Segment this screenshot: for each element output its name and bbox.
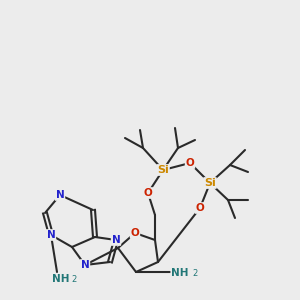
- Text: NH: NH: [171, 268, 189, 278]
- Text: 2: 2: [71, 275, 76, 284]
- Text: N: N: [112, 235, 120, 245]
- Text: N: N: [81, 260, 89, 270]
- Text: Si: Si: [204, 178, 216, 188]
- Text: O: O: [144, 188, 152, 198]
- Text: O: O: [196, 203, 204, 213]
- Text: O: O: [186, 158, 194, 168]
- Text: NH: NH: [52, 274, 70, 284]
- Text: N: N: [46, 230, 56, 240]
- Text: 2: 2: [192, 269, 197, 278]
- Text: N: N: [56, 190, 64, 200]
- Text: O: O: [130, 228, 140, 238]
- Text: Si: Si: [157, 165, 169, 175]
